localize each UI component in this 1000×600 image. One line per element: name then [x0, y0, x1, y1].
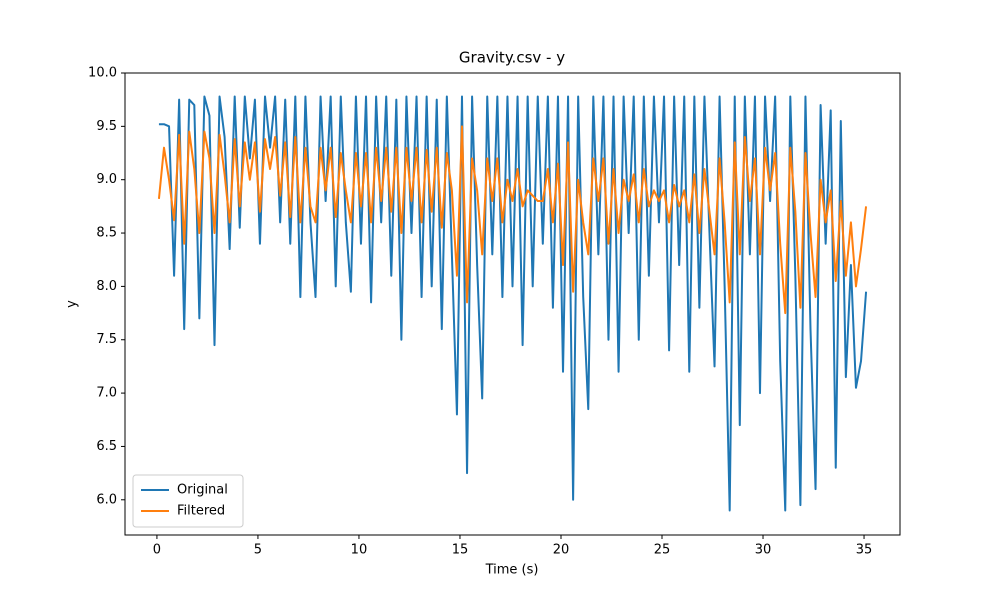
legend-label: Filtered: [177, 504, 225, 519]
chart-title: Gravity.csv - y: [459, 49, 565, 67]
x-tick-label: 20: [553, 543, 570, 558]
series-line: [158, 95, 868, 512]
x-tick-label: 35: [856, 543, 873, 558]
y-tick-label: 8.5: [96, 226, 117, 241]
y-tick-label: 10.0: [88, 66, 117, 81]
plot-frame: [124, 72, 901, 536]
x-tick-label: 5: [254, 543, 262, 558]
y-tick-label: 9.5: [96, 119, 117, 134]
x-tick-label: 25: [654, 543, 671, 558]
y-axis-label: y: [65, 300, 80, 308]
y-tick-label: 8.0: [96, 279, 117, 294]
legend-label: Original: [177, 483, 228, 498]
x-tick-label: 0: [153, 543, 161, 558]
series-line: [157, 125, 868, 315]
x-tick-label: 10: [351, 543, 368, 558]
x-tick-label: 30: [755, 543, 772, 558]
y-tick-label: 6.5: [96, 439, 117, 454]
x-axis-label: Time (s): [485, 563, 539, 578]
x-tick-label: 15: [452, 543, 469, 558]
y-tick-label: 9.0: [96, 172, 117, 187]
y-tick-label: 7.5: [96, 332, 117, 347]
legend-box: [132, 474, 244, 528]
y-tick-label: 6.0: [96, 492, 117, 507]
y-tick-label: 7.0: [96, 386, 117, 401]
